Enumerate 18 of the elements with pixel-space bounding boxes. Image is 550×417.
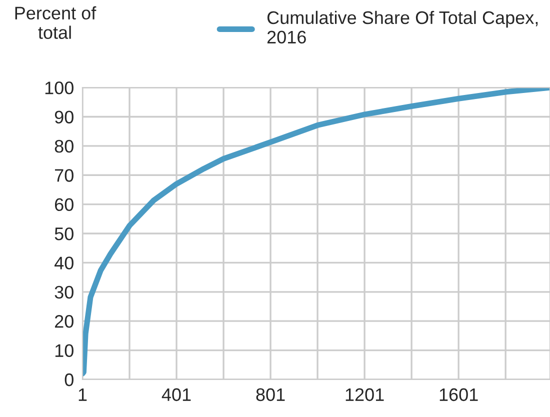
x-tick-label: 801 [256, 388, 285, 402]
x-tick-label: 1601 [440, 388, 478, 402]
y-tick-label: 40 [54, 256, 74, 270]
x-tick-label: 401 [162, 388, 191, 402]
y-tick-label: 100 [45, 82, 74, 94]
legend-label: Cumulative Share Of Total Capex, 2016 [267, 10, 538, 44]
y-tick-label: 70 [55, 169, 74, 182]
y-tick-label: 60 [55, 198, 74, 212]
y-tick-label: 50 [54, 227, 74, 240]
y-tick-label: 0 [64, 373, 74, 386]
y-tick-label: 90 [54, 110, 74, 124]
y-tick-label: 20 [54, 315, 74, 328]
x-tick-label: 1 [78, 388, 87, 401]
y-tick-label: 10 [55, 344, 74, 357]
y-tick-label: 80 [54, 140, 74, 153]
y-axis-title: Percent of total [15, 6, 96, 39]
y-tick-label: 30 [54, 286, 74, 299]
x-tick-label: 1201 [346, 388, 384, 402]
